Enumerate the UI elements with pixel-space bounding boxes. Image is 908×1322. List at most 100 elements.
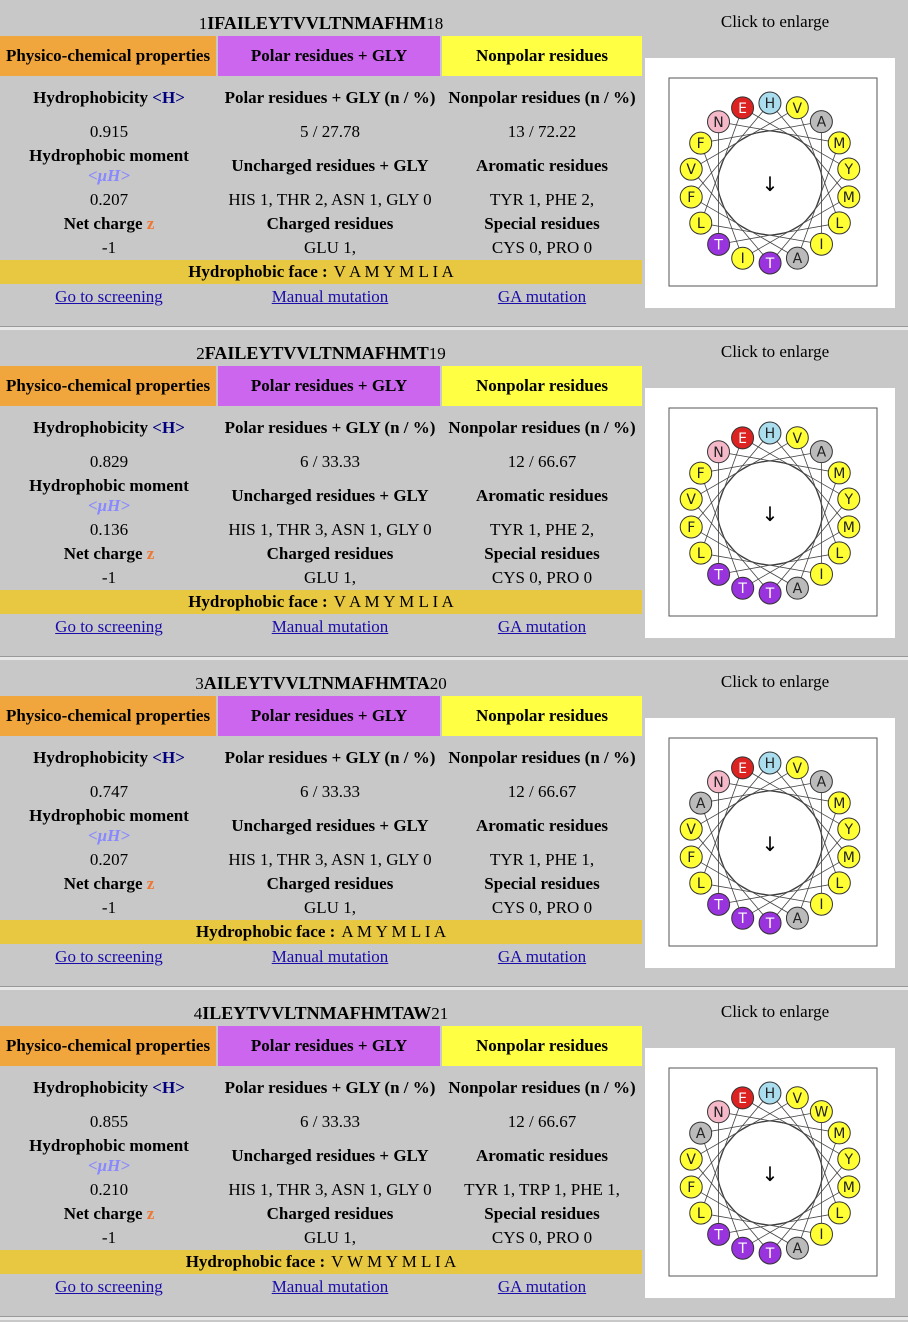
- residue-circle: [731, 576, 755, 600]
- wheel-connector: [718, 1212, 840, 1235]
- residue-circle: [785, 576, 809, 600]
- wheel-connector: [796, 1097, 840, 1214]
- polar-count-label: Polar residues + GLY (n / %): [224, 748, 436, 767]
- polar-count-value: 6 / 33.33: [300, 1112, 360, 1131]
- residue-label: Y: [843, 162, 853, 178]
- wheel-connector: [690, 1092, 771, 1188]
- residue-label: Y: [843, 822, 853, 838]
- residue-label: V: [793, 1091, 803, 1107]
- header-physico: Physico-chemical properties: [0, 36, 216, 76]
- netcharge-text: Net charge: [63, 214, 143, 233]
- click-to-enlarge-label: Click to enlarge: [720, 12, 830, 31]
- helical-wheel[interactable]: ↓ E H V A M Y M L I A T T T L F V A N: [645, 718, 895, 968]
- manual-mutation-link[interactable]: Manual mutation: [271, 287, 389, 306]
- netcharge-symbol: z: [146, 1204, 155, 1223]
- hydrophobic-face-value: V W M Y M L I A: [331, 1252, 457, 1271]
- netcharge-text: Net charge: [63, 1204, 143, 1223]
- wheel-connector: [718, 1111, 840, 1134]
- go-to-screening-link[interactable]: Go to screening: [55, 947, 163, 966]
- manual-mutation-link[interactable]: Manual mutation: [271, 947, 389, 966]
- residue-circle: [827, 1201, 851, 1225]
- wheel-connector: [691, 1186, 798, 1249]
- header-physico: Physico-chemical properties: [0, 1026, 216, 1066]
- moment-symbol: <μH>: [87, 826, 131, 845]
- wheel-connector: [691, 767, 798, 830]
- residue-label: M: [843, 190, 855, 206]
- residue-circle: [758, 911, 782, 935]
- helical-wheel[interactable]: ↓ E H V W M Y M L I A T T T L F V A N: [645, 1048, 895, 1298]
- residue-circle: [785, 426, 809, 450]
- residue-circle: [809, 232, 833, 256]
- residue-label: V: [793, 431, 803, 447]
- residue-label: H: [765, 426, 776, 442]
- residue-label: A: [696, 1126, 706, 1142]
- residue-label: M: [843, 1180, 855, 1196]
- hydrophobicity-value: 0.829: [89, 452, 129, 471]
- residue-label: F: [697, 136, 705, 152]
- residue-circle: [837, 817, 861, 841]
- go-to-screening-link[interactable]: Go to screening: [55, 287, 163, 306]
- wheel-connector: [700, 1111, 822, 1134]
- residue-label: L: [697, 876, 705, 892]
- residue-label: T: [765, 256, 775, 272]
- wheel-connector: [690, 1158, 771, 1254]
- polar-count-value: 6 / 33.33: [300, 782, 360, 801]
- manual-mutation-link[interactable]: Manual mutation: [271, 1277, 389, 1296]
- residue-circle: [837, 185, 861, 209]
- section-divider: [0, 986, 908, 990]
- wheel-connector: [700, 121, 822, 144]
- residue-label: I: [819, 897, 823, 913]
- ga-mutation-link[interactable]: GA mutation: [497, 287, 587, 306]
- wheel-connector: [718, 552, 840, 575]
- special-label: Special residues: [484, 874, 600, 893]
- ga-mutation-link[interactable]: GA mutation: [497, 617, 587, 636]
- special-value: CYS 0, PRO 0: [491, 898, 593, 917]
- charged-value: GLU 1,: [304, 568, 356, 587]
- aromatic-value: TYR 1, PHE 1,: [489, 850, 595, 869]
- go-to-screening-link[interactable]: Go to screening: [55, 1277, 163, 1296]
- header-polar: Polar residues + GLY: [218, 366, 440, 406]
- residue-label: M: [843, 520, 855, 536]
- ga-mutation-link[interactable]: GA mutation: [497, 1277, 587, 1296]
- wheel-connector: [700, 1097, 743, 1214]
- residue-circle: [758, 91, 782, 115]
- moment-arrow-icon: ↓: [762, 832, 779, 856]
- sequence-title: 2 FAILEYTVVLTNMAFHMT 19: [0, 330, 642, 366]
- aromatic-label: Aromatic residues: [475, 816, 609, 835]
- residue-circle: [827, 461, 851, 485]
- residue-circle: [809, 562, 833, 586]
- wheel-connector: [700, 107, 743, 224]
- residue-label: H: [765, 96, 776, 112]
- helical-wheel[interactable]: ↓ E H V A M Y M L I A T T T L F V F N: [645, 388, 895, 638]
- start-index: 4: [193, 1004, 203, 1023]
- wheel-connector: [700, 552, 822, 575]
- hydrophobicity-value: 0.915: [89, 122, 129, 141]
- residue-label: I: [741, 251, 745, 267]
- wheel-connector: [742, 196, 849, 259]
- residue-label: A: [793, 1241, 803, 1257]
- helical-wheel[interactable]: ↓ E H V A M Y M L I A T I T L F V F N: [645, 58, 895, 308]
- residue-label: N: [713, 1105, 723, 1121]
- go-to-screening-link[interactable]: Go to screening: [55, 617, 163, 636]
- residue-circle: [679, 1175, 703, 1199]
- residue-circle: [707, 232, 731, 256]
- residue-circle: [837, 1147, 861, 1171]
- residue-label: F: [687, 1180, 695, 1196]
- residue-circle: [689, 131, 713, 155]
- hydrophobic-face-label: Hydrophobic face :: [188, 262, 328, 281]
- residue-label: L: [835, 876, 843, 892]
- hydrophobic-face-label: Hydrophobic face :: [195, 922, 336, 941]
- ga-mutation-link[interactable]: GA mutation: [497, 947, 587, 966]
- moment-text: Hydrophobic moment: [29, 1136, 189, 1155]
- residue-circle: [809, 1100, 833, 1124]
- wheel-connector: [742, 1186, 849, 1249]
- residue-label: A: [817, 775, 827, 791]
- hydrophobicity-symbol: <H>: [152, 88, 185, 107]
- wheel-connector: [691, 196, 798, 259]
- aromatic-label: Aromatic residues: [475, 1146, 609, 1165]
- manual-mutation-link[interactable]: Manual mutation: [271, 617, 389, 636]
